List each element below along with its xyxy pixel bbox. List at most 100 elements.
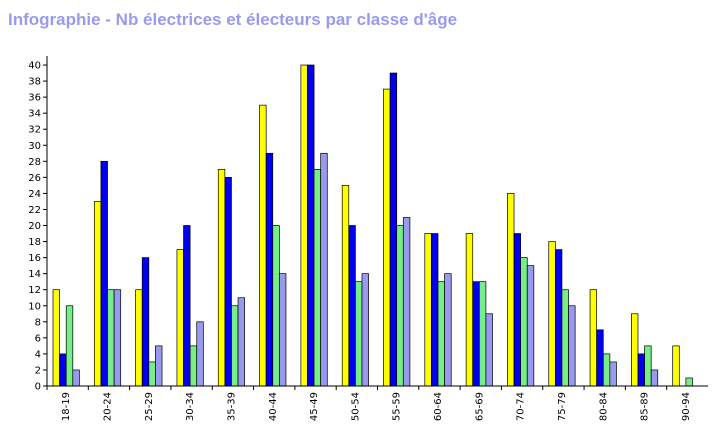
bar-55-59-s1 [383, 88, 391, 387]
bar-25-29-s3 [148, 361, 156, 387]
bars-layer [52, 64, 693, 387]
bar-55-59-s4 [402, 217, 411, 387]
y-tick-label: 32 [28, 125, 41, 136]
y-tick-label: 8 [35, 317, 41, 328]
bar-60-64-s3 [437, 281, 445, 387]
bar-75-79-s3 [561, 289, 569, 387]
x-tick-label: 80-84 [598, 392, 609, 421]
x-tick-label: 60-64 [433, 392, 444, 421]
bar-45-49-s3 [313, 168, 322, 387]
bar-60-64-s4 [444, 273, 452, 387]
bar-18-19-s1 [52, 289, 60, 387]
bar-45-49-s1 [300, 64, 308, 387]
bar-35-39-s3 [231, 305, 239, 387]
y-tick-label: 28 [28, 157, 41, 168]
bar-50-54-s2 [348, 225, 356, 387]
x-tick-label: 18-19 [61, 392, 72, 421]
bar-70-74-s2 [513, 233, 521, 387]
bar-65-69-s2 [472, 281, 480, 387]
x-tick-label: 35-39 [226, 392, 237, 421]
bar-70-74-s4 [526, 265, 535, 387]
bar-40-44-s2 [265, 152, 274, 387]
bar-18-19-s3 [65, 305, 74, 387]
bar-85-89-s1 [631, 313, 639, 387]
bar-65-69-s3 [478, 281, 487, 387]
chart-title: Infographie - Nb électrices et électeurs… [8, 10, 458, 29]
x-tick-label: 65-69 [474, 392, 485, 421]
bar-40-44-s4 [279, 273, 287, 387]
y-tick-label: 6 [35, 333, 41, 344]
bar-50-54-s3 [355, 281, 363, 387]
x-tick-label: 30-34 [185, 392, 196, 421]
y-tick-label: 34 [28, 109, 41, 120]
bar-18-19-s4 [72, 369, 80, 387]
bar-70-74-s1 [507, 193, 515, 387]
y-tick-label: 12 [28, 285, 41, 296]
bar-35-39-s1 [217, 168, 226, 387]
x-tick-label: 90-94 [681, 392, 692, 421]
bar-50-54-s1 [341, 185, 350, 387]
bar-30-34-s1 [176, 249, 184, 387]
y-tick-label: 2 [35, 365, 41, 376]
y-tick-label: 14 [28, 269, 41, 280]
bar-30-34-s3 [189, 345, 198, 387]
bar-55-59-s3 [396, 225, 404, 387]
bar-30-34-s4 [196, 321, 204, 387]
bar-90-94-s1 [672, 345, 680, 387]
y-tick-label: 20 [28, 221, 41, 232]
bar-20-24-s1 [93, 201, 102, 387]
bar-75-79-s1 [548, 241, 556, 387]
y-tick-label: 4 [35, 349, 41, 360]
x-tick-label: 85-89 [640, 392, 651, 421]
bar-80-84-s3 [602, 353, 611, 387]
y-tick-label: 0 [35, 382, 41, 393]
y-tick-label: 40 [28, 61, 41, 72]
bar-35-39-s4 [237, 297, 246, 387]
y-tick-label: 38 [28, 77, 41, 88]
bar-80-84-s1 [589, 289, 598, 387]
bar-60-64-s2 [431, 233, 439, 387]
x-ticks: 18-19 20-24 25-29 30-34 35-39 40-44 45-49 50-54… [46, 386, 692, 421]
bar-40-44-s3 [272, 225, 280, 387]
bar-85-89-s4 [650, 369, 659, 387]
bar-35-39-s2 [224, 177, 232, 387]
bar-25-29-s4 [155, 345, 163, 387]
y-tick-label: 10 [28, 301, 41, 312]
x-tick-label: 70-74 [516, 392, 527, 421]
bar-50-54-s4 [361, 273, 369, 387]
bar-75-79-s2 [554, 249, 563, 387]
bar-20-24-s3 [107, 289, 115, 387]
y-tick-label: 16 [28, 253, 41, 264]
x-tick-label: 25-29 [144, 392, 155, 421]
bar-85-89-s3 [644, 345, 652, 387]
x-tick-label: 55-59 [392, 392, 403, 421]
bar-25-29-s1 [135, 289, 143, 387]
bar-45-49-s4 [320, 152, 328, 387]
y-tick-label: 22 [28, 205, 41, 216]
bar-60-64-s1 [424, 233, 432, 387]
y-tick-label: 24 [28, 189, 41, 200]
bar-30-34-s2 [183, 225, 191, 387]
bar-65-69-s1 [465, 233, 474, 387]
bar-70-74-s3 [520, 257, 528, 387]
bar-20-24-s2 [100, 160, 108, 387]
bar-80-84-s4 [609, 361, 617, 387]
bar-18-19-s2 [59, 353, 67, 387]
x-tick-label: 45-49 [309, 392, 320, 421]
bar-65-69-s4 [485, 313, 493, 387]
y-tick-label: 30 [28, 141, 41, 152]
bar-75-79-s4 [568, 305, 576, 387]
bar-20-24-s4 [113, 289, 122, 387]
bar-45-49-s2 [307, 64, 315, 387]
bar-80-84-s2 [596, 329, 604, 387]
x-tick-label: 50-54 [350, 392, 361, 421]
y-tick-label: 26 [28, 173, 41, 184]
x-tick-label: 40-44 [268, 392, 279, 421]
x-tick-label: 75-79 [557, 392, 568, 421]
bar-90-94-s3 [685, 377, 693, 387]
bar-55-59-s2 [389, 72, 398, 387]
bar-40-44-s1 [259, 104, 267, 387]
x-tick-label: 20-24 [103, 392, 114, 421]
